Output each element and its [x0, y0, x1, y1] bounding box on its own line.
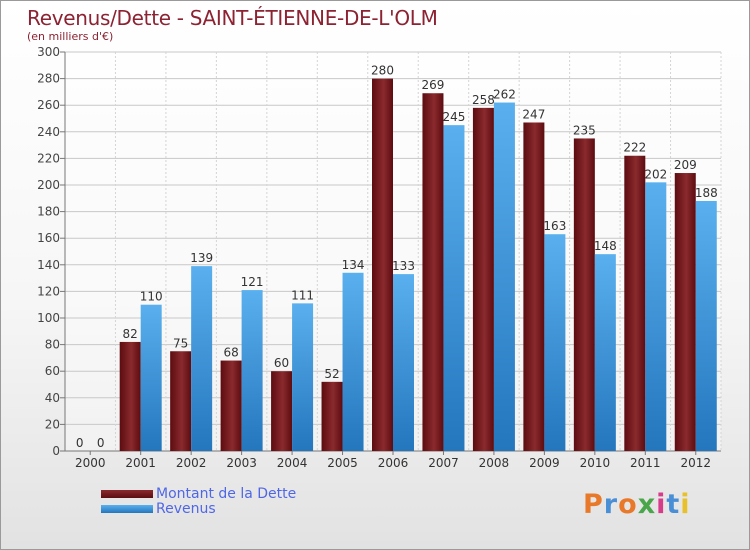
bar-dette — [321, 381, 343, 451]
data-label-dette: 235 — [573, 123, 596, 137]
data-label-dette: 258 — [472, 93, 495, 107]
data-label-revenus: 163 — [543, 219, 566, 233]
y-tick-label: 180 — [37, 205, 60, 219]
data-label-revenus: 245 — [443, 110, 466, 124]
data-label-revenus: 202 — [644, 167, 667, 181]
y-tick-label: 280 — [37, 72, 60, 86]
x-tick-label: 2006 — [378, 456, 409, 470]
logo-letter: t — [666, 489, 681, 520]
bar-dette — [170, 351, 192, 451]
x-tick-label: 2000 — [75, 456, 106, 470]
data-label-revenus: 0 — [97, 436, 105, 450]
bar-revenus — [544, 234, 566, 451]
y-tick-label: 240 — [37, 125, 60, 139]
data-label-dette: 68 — [223, 346, 238, 360]
legend-label-dette: Montant de la Dette — [156, 486, 297, 502]
logo-letter: o — [618, 489, 638, 520]
y-tick-label: 220 — [37, 151, 60, 165]
data-label-revenus: 110 — [140, 290, 163, 304]
data-label-dette: 209 — [674, 158, 697, 172]
bar-dette — [119, 341, 141, 451]
y-tick-label: 200 — [37, 178, 60, 192]
bar-dette — [624, 155, 646, 452]
bar-revenus — [292, 303, 314, 451]
bar-dette — [372, 78, 393, 451]
logo-letter: r — [603, 489, 619, 520]
x-tick-label: 2010 — [580, 456, 611, 470]
bar-revenus — [241, 290, 263, 451]
logo-letter: P — [583, 489, 604, 520]
x-tick-label: 2004 — [277, 456, 308, 470]
y-tick-label: 80 — [45, 338, 60, 352]
bar-dette — [674, 173, 696, 451]
data-label-dette: 52 — [324, 367, 339, 381]
y-tick-label: 140 — [37, 258, 60, 272]
x-tick-label: 2001 — [125, 456, 156, 470]
chart-title: Revenus/Dette - SAINT-ÉTIENNE-DE-L'OLM — [27, 6, 438, 30]
data-label-dette: 0 — [76, 436, 84, 450]
legend-swatch-revenus — [101, 505, 153, 513]
chart-subtitle: (en milliers d'€) — [27, 30, 114, 43]
y-tick-label: 20 — [45, 417, 60, 431]
data-label-revenus: 148 — [594, 239, 617, 253]
y-tick-label: 120 — [37, 284, 60, 298]
y-tick-label: 40 — [45, 391, 60, 405]
legend-label-revenus: Revenus — [156, 501, 216, 517]
logo-letter: i — [656, 489, 667, 520]
x-tick-label: 2009 — [529, 456, 560, 470]
data-label-revenus: 134 — [342, 258, 365, 272]
bar-revenus — [645, 182, 667, 451]
bar-dette — [472, 107, 494, 452]
data-label-dette: 75 — [173, 336, 188, 350]
bar-revenus — [443, 125, 465, 452]
logo-letter: x — [637, 489, 657, 520]
y-tick-label: 100 — [37, 311, 60, 325]
bar-revenus — [695, 200, 717, 451]
y-tick-label: 260 — [37, 98, 60, 112]
data-label-revenus: 262 — [493, 88, 516, 102]
bar-dette — [271, 371, 293, 451]
x-tick-label: 2002 — [176, 456, 207, 470]
x-tick-label: 2008 — [479, 456, 510, 470]
legend-swatch-dette — [101, 490, 153, 498]
data-label-revenus: 188 — [695, 186, 718, 200]
y-tick-label: 0 — [52, 444, 60, 458]
y-tick-label: 60 — [45, 364, 60, 378]
x-tick-label: 2005 — [327, 456, 358, 470]
bar-revenus — [594, 254, 616, 451]
x-tick-label: 2007 — [428, 456, 459, 470]
data-label-dette: 247 — [522, 107, 545, 121]
y-tick-label: 160 — [37, 231, 60, 245]
x-tick-label: 2003 — [226, 456, 257, 470]
data-label-revenus: 121 — [241, 275, 264, 289]
data-label-dette: 82 — [123, 327, 138, 341]
data-label-revenus: 111 — [291, 288, 314, 302]
bar-revenus — [191, 266, 213, 451]
logo-letter: i — [680, 489, 691, 520]
data-label-revenus: 133 — [392, 259, 415, 273]
data-label-dette: 60 — [274, 356, 289, 370]
data-label-dette: 280 — [371, 64, 394, 78]
data-label-revenus: 139 — [190, 251, 213, 265]
bar-revenus — [493, 102, 515, 451]
data-label-dette: 269 — [422, 78, 445, 92]
bar-revenus — [140, 304, 162, 451]
bar-dette — [220, 360, 242, 451]
bar-revenus — [342, 272, 364, 451]
proxiti-logo: Proxiti — [583, 489, 691, 520]
bar-revenus — [393, 274, 414, 451]
bar-dette — [573, 138, 595, 451]
data-label-dette: 222 — [623, 141, 646, 155]
x-tick-label: 2011 — [630, 456, 661, 470]
bar-dette — [422, 93, 444, 451]
bar-dette — [523, 122, 545, 452]
x-tick-label: 2012 — [680, 456, 711, 470]
y-tick-label: 300 — [37, 45, 60, 59]
